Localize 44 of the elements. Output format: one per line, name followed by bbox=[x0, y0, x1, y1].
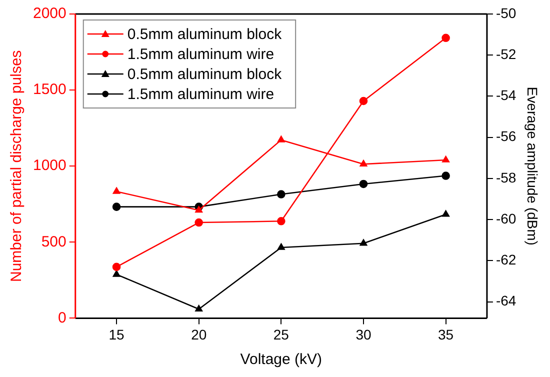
y-tick-label: 1500 bbox=[32, 81, 66, 98]
legend-label: 1.5mm aluminum wire bbox=[127, 86, 274, 104]
y2-tick-label: -60 bbox=[496, 210, 516, 226]
y-tick-label: 1000 bbox=[32, 157, 66, 174]
y2-tick-label: -64 bbox=[496, 292, 516, 309]
point bbox=[195, 305, 203, 312]
point bbox=[112, 270, 120, 277]
y-axis-title: Number of partial discharge pulses bbox=[8, 50, 26, 282]
point bbox=[360, 239, 368, 246]
y2-tick-label: -54 bbox=[496, 87, 516, 104]
x-axis-title: Voltage (kV) bbox=[240, 351, 322, 368]
point bbox=[277, 217, 286, 226]
point bbox=[359, 180, 368, 188]
point bbox=[360, 160, 368, 167]
x-tick-label: 25 bbox=[273, 326, 290, 342]
point bbox=[277, 190, 286, 198]
y2-tick-label: -58 bbox=[496, 169, 516, 186]
y-tick-label: 2000 bbox=[32, 5, 66, 22]
x-tick-label: 15 bbox=[108, 326, 125, 342]
point bbox=[359, 96, 368, 106]
point bbox=[442, 172, 450, 180]
point bbox=[194, 218, 203, 227]
y2-tick-label: -52 bbox=[496, 46, 516, 62]
y2-tick-label: -62 bbox=[496, 252, 516, 268]
point bbox=[112, 262, 121, 272]
point bbox=[277, 243, 285, 250]
point bbox=[277, 136, 285, 142]
y2-axis-title: Everage amplitude (dBm) bbox=[524, 86, 541, 246]
y-tick-label: 500 bbox=[41, 233, 66, 250]
point bbox=[195, 206, 203, 213]
legend-label: 0.5mm aluminum block bbox=[127, 26, 282, 44]
legend-label: 0.5mm aluminum block bbox=[127, 66, 282, 84]
legend-label: 1.5mm aluminum wire bbox=[127, 46, 274, 64]
point bbox=[442, 210, 450, 217]
point bbox=[442, 156, 450, 162]
point bbox=[112, 187, 120, 194]
point bbox=[442, 34, 450, 42]
y-tick-label: 0 bbox=[58, 309, 66, 326]
y2-tick-label: -56 bbox=[496, 128, 516, 144]
x-tick-label: 20 bbox=[191, 326, 207, 342]
x-tick-label: 35 bbox=[438, 326, 454, 342]
y2-tick-label: -50 bbox=[496, 4, 516, 21]
point bbox=[112, 202, 121, 211]
x-tick-label: 30 bbox=[356, 326, 372, 342]
